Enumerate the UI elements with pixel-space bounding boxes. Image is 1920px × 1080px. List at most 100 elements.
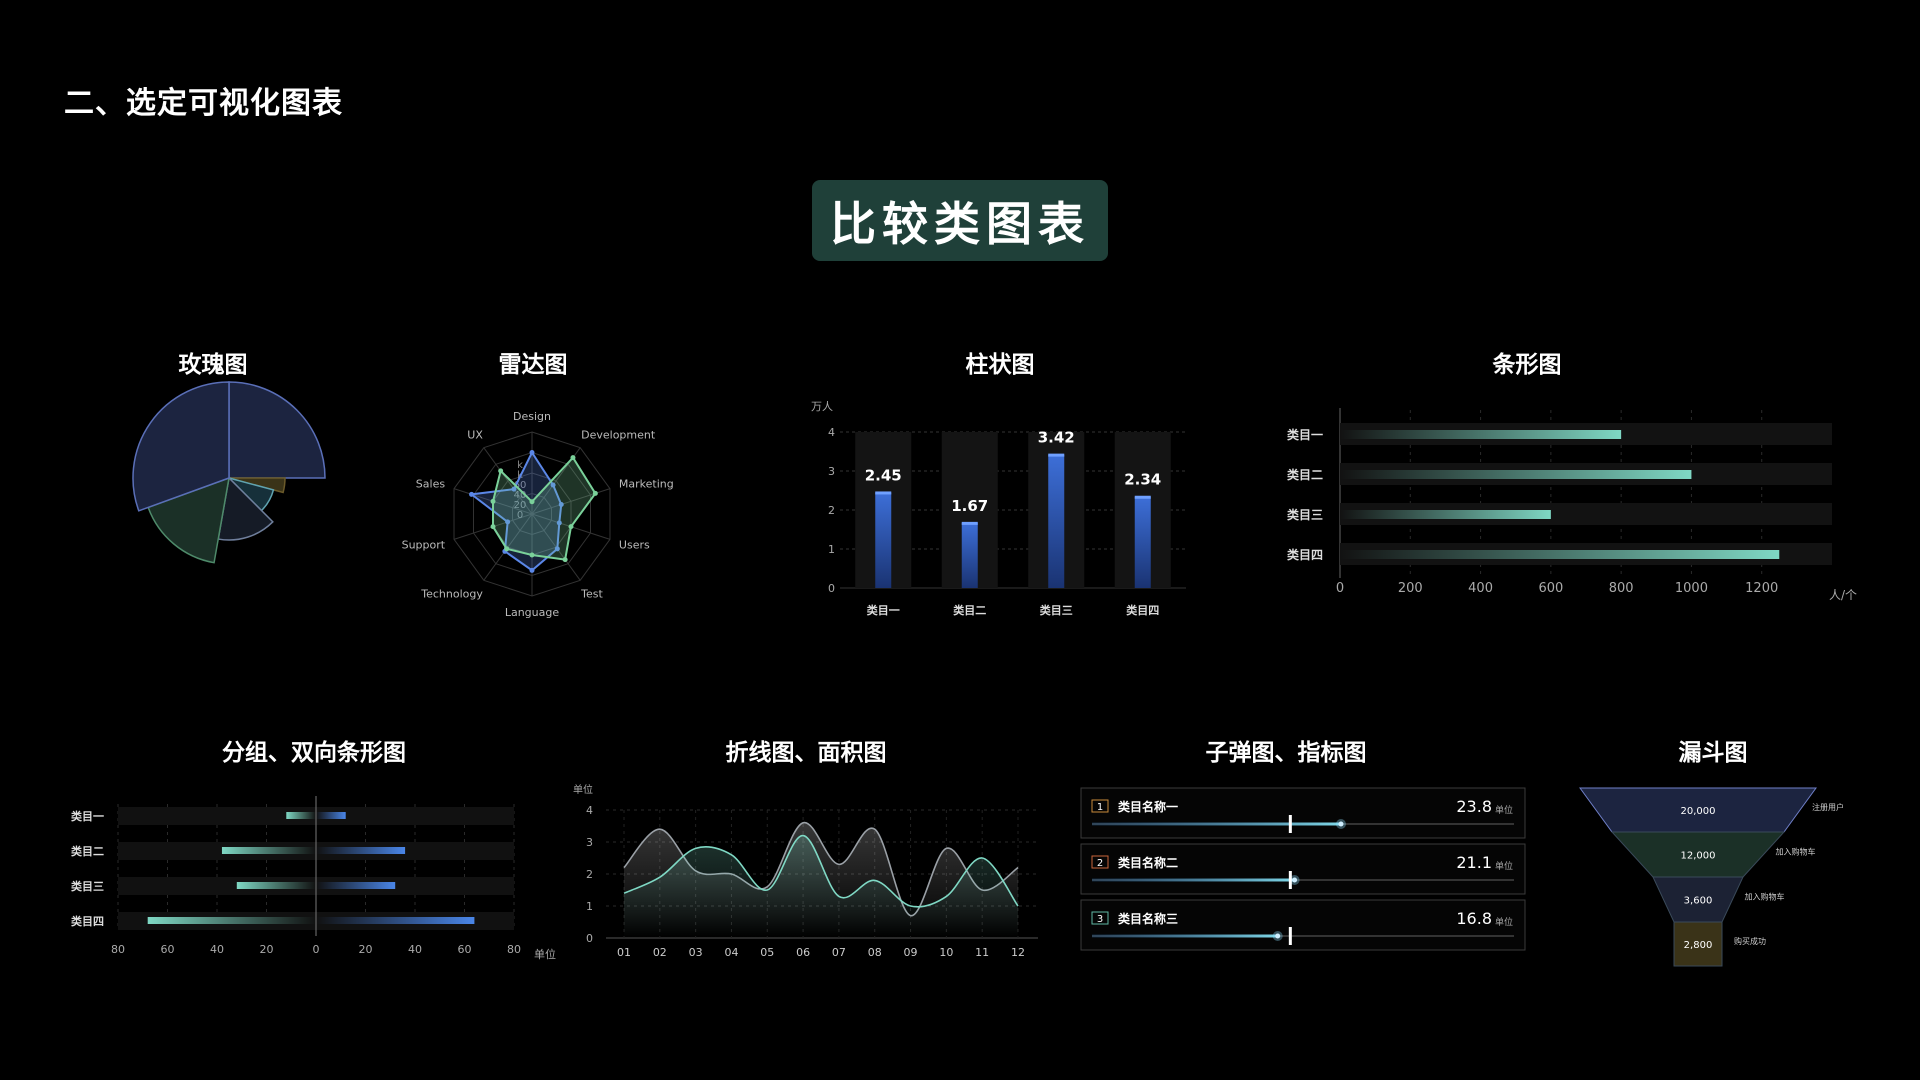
bullet-card: [1080, 787, 1526, 839]
bullet-name: 类目名称一: [1118, 799, 1178, 814]
column-y-tick: 1: [828, 543, 835, 556]
funnel-stage: [1673, 921, 1723, 967]
column-chart-title: 柱状图: [965, 352, 1035, 378]
bar-fill: [1340, 550, 1780, 559]
bidir-category-label: 类目一: [71, 809, 104, 823]
bullet-rank: 3: [1097, 914, 1103, 925]
bidir-x-tick: 80: [111, 943, 125, 956]
column-y-tick: 3: [828, 465, 835, 478]
radar-point: [469, 491, 475, 497]
radar-point: [554, 546, 560, 552]
bidir-left-bar: [147, 917, 316, 924]
line-x-tick: 04: [724, 946, 738, 959]
column-y-tick: 2: [828, 504, 835, 517]
bullet-unit: 单位: [1495, 860, 1513, 872]
bar-x-tick: 600: [1538, 581, 1563, 596]
funnel-stage-label: 加入购物车: [1745, 892, 1785, 902]
bidir-right-bar: [316, 917, 475, 924]
bar-x-tick: 400: [1468, 581, 1493, 596]
column-value-label: 1.67: [951, 497, 988, 515]
column-value-label: 2.45: [865, 466, 902, 484]
radar-point: [529, 499, 535, 505]
category-badge: 比较类图表: [812, 180, 1108, 261]
bullet-chart-title: 子弹图、指标图: [1205, 740, 1367, 766]
radar-point: [490, 524, 496, 530]
line-x-tick: 01: [617, 946, 631, 959]
radar-axis-label: Marketing: [619, 478, 674, 491]
radar-point: [562, 557, 568, 563]
bar-category-label: 类目三: [1287, 507, 1323, 522]
radar-point: [558, 501, 564, 507]
bidir-right-bar: [316, 882, 396, 889]
line-y-tick: 4: [586, 804, 593, 817]
funnel-value: 3,600: [1684, 896, 1713, 907]
bar-category-label: 类目二: [1287, 467, 1323, 482]
column-bar-cap: [1134, 495, 1151, 499]
bar-fill: [1340, 510, 1551, 519]
column-category-label: 类目三: [1040, 603, 1073, 617]
bullet-fill: [1092, 822, 1341, 826]
line-x-tick: 11: [975, 946, 989, 959]
bar-x-tick: 800: [1609, 581, 1634, 596]
bullet-card: [1080, 899, 1526, 951]
radar-point: [592, 490, 598, 496]
column-value-label: 2.34: [1124, 471, 1161, 489]
radar-point: [550, 482, 556, 488]
bullet-target-marker: [1288, 871, 1292, 889]
column-chart: 万人 0 1 2 3 4 2.45 类目一 1.67 类目二 3.42 类目三 2.34 类目四: [811, 400, 1186, 617]
radar-tick-label: 0: [517, 510, 523, 521]
radar-point: [511, 486, 517, 492]
bar-category-label: 类目四: [1287, 547, 1323, 562]
line-unit-label: 单位: [573, 783, 593, 796]
line-x-tick: 02: [653, 946, 667, 959]
bullet-card: [1080, 843, 1526, 895]
column-bar: [1048, 454, 1065, 588]
radar-chart-title: 雷达图: [498, 352, 568, 378]
bullet-name: 类目名称三: [1118, 911, 1178, 926]
line-series-line: [623, 834, 1019, 908]
radar-axis-label: Language: [505, 606, 560, 619]
bullet-name: 类目名称二: [1118, 855, 1178, 870]
rose-chart: [132, 381, 326, 564]
funnel-chart: 20,000 注册用户 12,000 加入购物车 3,600 加入购物车 2,800 购买成功: [1579, 787, 1844, 967]
radar-point: [490, 498, 496, 504]
bullet-unit: 单位: [1495, 916, 1513, 928]
bidir-category-label: 类目三: [71, 879, 104, 893]
funnel-stage-label: 加入购物车: [1776, 847, 1816, 857]
radar-tick-label: 40: [514, 490, 527, 501]
bullet-dot: [1275, 933, 1281, 939]
bar-x-tick: 0: [1336, 581, 1344, 596]
bullet-target-marker: [1288, 927, 1292, 945]
bullet-rank-box: [1091, 911, 1109, 925]
bidir-left-bar: [236, 882, 316, 889]
line-x-tick: 06: [796, 946, 810, 959]
bullet-unit: 单位: [1495, 804, 1513, 816]
radar-point: [570, 455, 576, 461]
radar-chart: Design Development Marketing Users Test Langu…: [402, 410, 674, 619]
bullet-value: 16.8: [1456, 909, 1492, 928]
radar-spoke: [483, 447, 533, 515]
bidir-x-tick: 80: [507, 943, 521, 956]
bullet-rank: 1: [1097, 802, 1103, 813]
bullet-dot: [1338, 821, 1344, 827]
bidir-x-tick: 0: [313, 943, 320, 956]
line-series-area: [624, 835, 1018, 938]
radar-point: [529, 552, 535, 558]
bullet-rank-box: [1091, 855, 1109, 869]
funnel-stage-label: 购买成功: [1734, 936, 1766, 946]
bullet-chart: 1 类目名称一 23.8 单位2 类目名称二 21.1 单位3 类目名称三 16.8 单位: [1080, 787, 1526, 951]
radar-point: [498, 468, 504, 474]
radar-axis-label: Support: [402, 538, 446, 551]
bullet-fill: [1092, 934, 1278, 938]
bidir-category-label: 类目二: [71, 844, 104, 858]
bar-x-tick: 200: [1398, 581, 1423, 596]
bidir-unit-label: 单位: [534, 947, 556, 961]
bidir-x-tick: 20: [359, 943, 373, 956]
line-x-tick: 08: [868, 946, 882, 959]
rose-slice: [147, 476, 230, 564]
bar-chart-title: 条形图: [1492, 352, 1562, 378]
bar-track: [1340, 503, 1832, 525]
radar-tick-label: 20: [514, 500, 527, 511]
line-y-tick: 1: [586, 900, 593, 913]
